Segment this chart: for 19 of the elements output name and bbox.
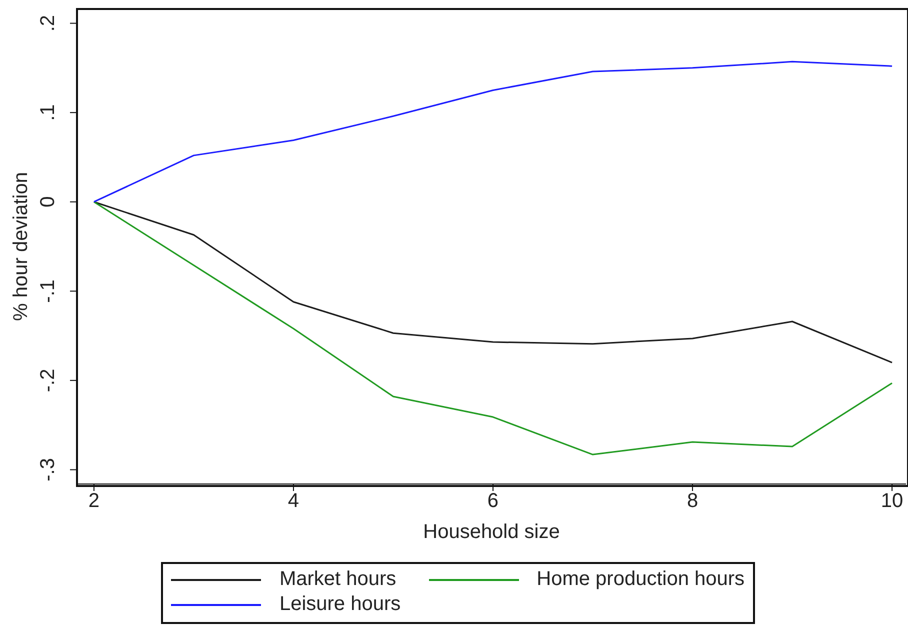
x-tick-label: 10 xyxy=(880,490,904,512)
x-tick-label: 2 xyxy=(88,490,100,512)
y-tick-label: -.1 xyxy=(37,279,59,303)
legend-label: Market hours xyxy=(279,568,396,591)
line-series xyxy=(93,201,893,456)
legend-label: Home production hours xyxy=(536,568,745,591)
y-tick-label: -.3 xyxy=(37,458,59,482)
y-tick-label: -.2 xyxy=(37,368,59,392)
y-tick-label: .1 xyxy=(37,104,59,121)
x-tick-label: 6 xyxy=(487,490,499,512)
y-axis-title: % hour deviation xyxy=(10,172,32,321)
y-tick-label: 0 xyxy=(37,196,59,208)
line-series xyxy=(93,60,893,203)
x-tick-label: 4 xyxy=(288,490,300,512)
y-tick-label: .2 xyxy=(37,14,59,32)
x-tick-label: 8 xyxy=(686,490,698,512)
legend-label: Leisure hours xyxy=(279,593,401,616)
x-axis-title: Household size xyxy=(423,521,560,543)
line-series xyxy=(93,201,893,364)
